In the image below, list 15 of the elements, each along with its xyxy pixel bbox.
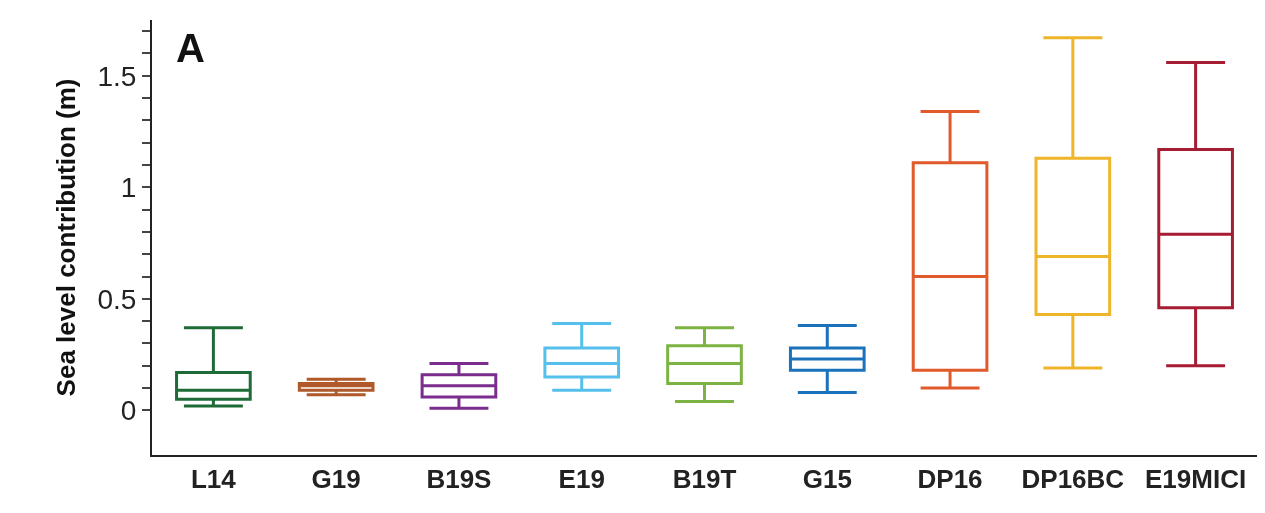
x-tick-label: B19T xyxy=(672,464,737,495)
x-tick-label: DP16BC xyxy=(1021,464,1125,495)
x-tick-label: DP16 xyxy=(917,464,983,495)
y-tick-label: 1 xyxy=(120,172,137,204)
chart-title: A xyxy=(176,26,205,70)
y-axis-title: Sea level contribution (m) xyxy=(51,78,82,397)
x-tick-label: G19 xyxy=(311,464,361,495)
y-tick-label: 0.5 xyxy=(97,283,137,315)
y-tick-label: 0 xyxy=(120,395,137,427)
x-tick-label: L14 xyxy=(190,464,237,495)
x-tick-label: E19MICI xyxy=(1145,464,1247,495)
y-tick-label: 1.5 xyxy=(97,60,137,92)
x-tick-label: B19S xyxy=(426,464,492,495)
x-tick-label: E19 xyxy=(558,464,605,495)
x-tick-label: G15 xyxy=(802,464,852,495)
